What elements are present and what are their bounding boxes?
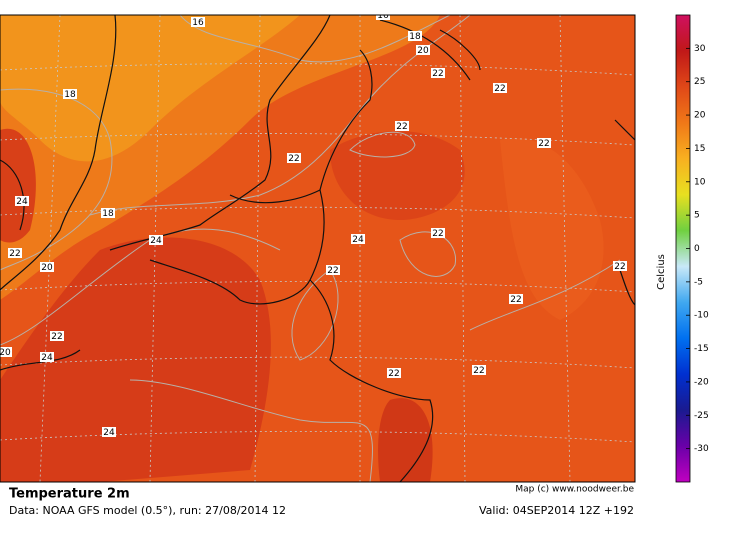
map-frame [0, 14, 636, 483]
contour-label: 16 [377, 11, 389, 21]
colorbar-tick-label: 5 [694, 211, 700, 221]
cooler-region [500, 138, 604, 320]
contour-label-box [395, 121, 409, 131]
contour-label: 24 [150, 236, 162, 246]
colorbar-tick-label: -15 [694, 344, 709, 354]
contour-label-box [63, 89, 77, 99]
contour-label: 18 [64, 90, 76, 100]
contour-label-box [15, 196, 29, 206]
contour-label: 22 [432, 69, 443, 79]
data-source: Data: NOAA GFS model (0.5°), run: 27/08/… [9, 504, 286, 517]
contour-label: 22 [510, 295, 521, 305]
contour-label-box [431, 68, 445, 78]
map-credit: Map (c) www.noodweer.be [515, 485, 634, 495]
contour-label-box [416, 45, 430, 55]
contour-label-box [8, 248, 22, 258]
contour-label: 22 [327, 266, 338, 276]
contour-label: 22 [388, 369, 399, 379]
colorbar-tick-label: -30 [694, 444, 709, 454]
contour-label: 22 [494, 84, 505, 94]
map-title: Temperature 2m [9, 487, 130, 502]
contour-label: 22 [432, 229, 443, 239]
contour-label-box [326, 265, 340, 275]
colorbar-tick-label: 20 [694, 111, 706, 121]
contour-label-box [40, 352, 54, 362]
coastlines-borders [0, 15, 635, 482]
colorbar-tick-label: -20 [694, 377, 709, 387]
contour-label: 22 [614, 262, 625, 272]
colorbar-tick-label: -25 [694, 411, 709, 421]
contour-label-box [40, 262, 54, 272]
contour-label-box [101, 208, 115, 218]
contour-label: 22 [288, 154, 299, 164]
contour-label-box [537, 138, 551, 148]
contour-labels: 16 16 18 20 22 22 18 22 22 22 24 18 24 24 22 22 20 22 22 22… [0, 11, 627, 438]
warmer-sea-region [0, 15, 300, 162]
map-area: 16 16 18 20 22 22 18 22 22 22 24 18 24 24 22 22 20 22 22 22… [0, 11, 635, 482]
contour-label-box [509, 294, 523, 304]
contour-label: 22 [538, 139, 549, 149]
contour-label: 24 [103, 428, 115, 438]
contour-label: 20 [41, 263, 53, 273]
contour-label-box [287, 153, 301, 163]
graticule [0, 15, 635, 482]
contour-label: 22 [396, 122, 407, 132]
contour-label-box [472, 365, 486, 375]
colorbar-tick-label: 10 [694, 177, 706, 187]
contour-label-box [102, 427, 116, 437]
contour-label-box [408, 31, 422, 41]
contour-label-box [613, 261, 627, 271]
contour-label: 22 [51, 332, 62, 342]
contour-label-box [431, 228, 445, 238]
contour-label: 24 [41, 353, 53, 363]
contour-label: 16 [192, 18, 204, 28]
hot-region [330, 131, 465, 220]
colorbar-tick-label: 15 [694, 144, 705, 154]
colorbar-tick-label: -10 [694, 311, 709, 321]
contour-label: 18 [102, 209, 114, 219]
contour-label-box [387, 368, 401, 378]
contour-label: 22 [9, 249, 20, 259]
contour-label-box [50, 331, 64, 341]
contour-label: 24 [16, 197, 28, 207]
hot-region [378, 398, 433, 482]
colorbar-tick-label: 25 [694, 77, 705, 87]
colorbar-label: Celcius [656, 254, 667, 290]
hot-region [0, 128, 36, 243]
contour-label: 24 [352, 235, 364, 245]
colorbar-tick-label: 0 [694, 244, 700, 254]
contour-label: 22 [473, 366, 484, 376]
contour-label: 18 [409, 32, 421, 42]
colorbar-tick-label: -5 [694, 277, 703, 287]
contour-label-box [149, 235, 163, 245]
contour-label: 20 [417, 46, 429, 56]
colorbar-tick-label: 30 [694, 44, 706, 54]
contour-label-box [351, 234, 365, 244]
valid-time: Valid: 04SEP2014 12Z +192 [479, 504, 634, 517]
contour-label-box [191, 17, 205, 27]
contour-label-box [0, 347, 12, 357]
contour-label-box [376, 15, 390, 20]
isotherms [0, 15, 621, 482]
contour-label: 20 [0, 348, 11, 358]
contour-label-box [493, 83, 507, 93]
